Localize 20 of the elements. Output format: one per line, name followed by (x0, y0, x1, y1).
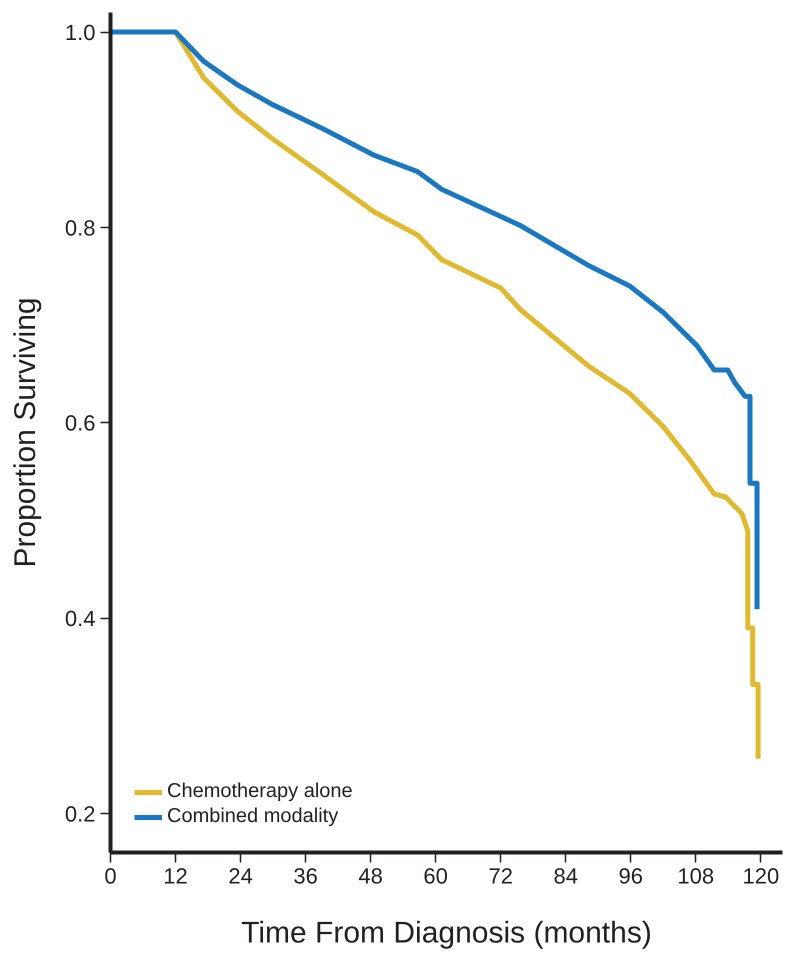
legend-label: Chemotherapy alone (167, 780, 353, 803)
x-tick-label: 36 (293, 864, 318, 888)
y-tick-label: 0.6 (64, 410, 96, 436)
y-tick-label: 0.4 (64, 606, 96, 632)
x-tick-label: 0 (104, 864, 117, 888)
legend-label: Combined modality (167, 805, 338, 828)
x-tick-label: 48 (358, 864, 383, 888)
x-tick-label: 120 (742, 864, 780, 888)
y-tick-label: 1.0 (64, 20, 96, 46)
x-tick-label: 96 (618, 864, 644, 888)
x-tick-label: 108 (677, 864, 714, 888)
x-tick-label: 12 (163, 864, 188, 888)
x-tick-label: 24 (228, 864, 253, 888)
x-tick-label: 84 (553, 864, 578, 888)
x-axis-title: Time From Diagnosis (months) (241, 916, 652, 950)
y-tick-label: 0.2 (64, 801, 96, 826)
y-axis-title: Proportion Surviving (8, 297, 42, 568)
x-tick-label: 60 (423, 864, 448, 888)
y-tick-label: 0.8 (64, 215, 96, 240)
x-tick-label: 72 (488, 864, 513, 888)
